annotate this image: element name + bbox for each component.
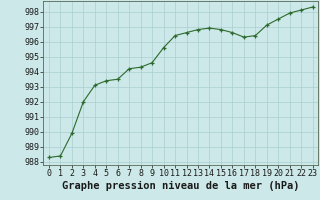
X-axis label: Graphe pression niveau de la mer (hPa): Graphe pression niveau de la mer (hPa): [62, 181, 300, 191]
